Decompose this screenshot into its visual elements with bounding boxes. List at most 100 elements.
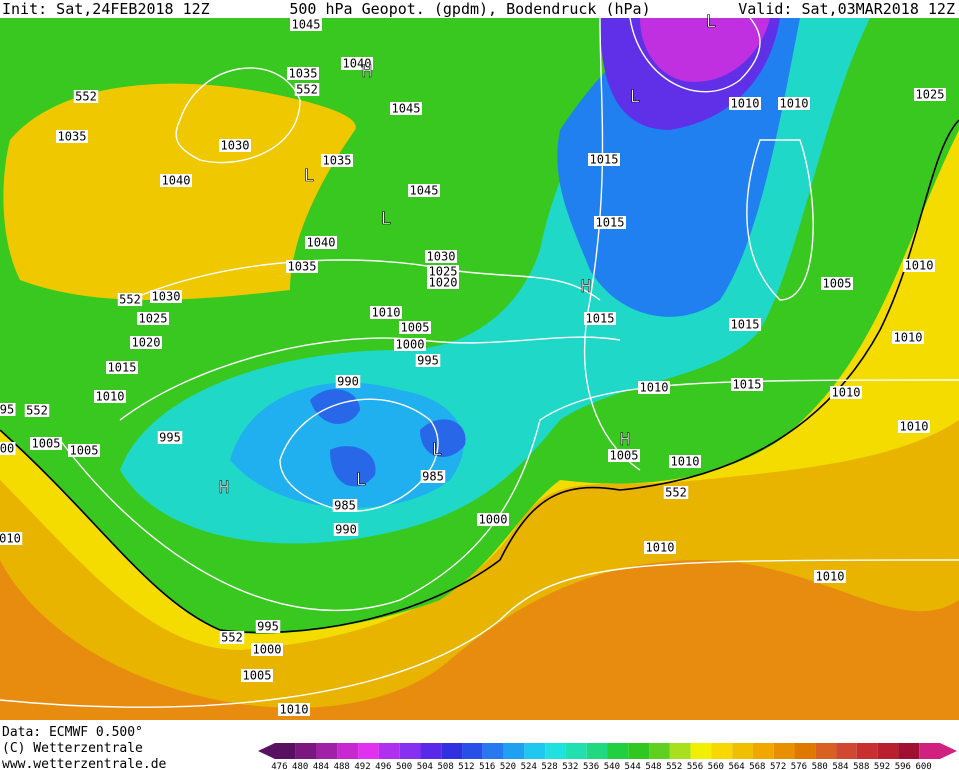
- isobar-label-bg: [394, 338, 426, 351]
- isobar-label-bg: [130, 336, 162, 349]
- isobar-label-bg: [333, 523, 359, 536]
- isobar-label-bg: [321, 154, 353, 167]
- website: www.wetterzentrale.de: [2, 757, 167, 770]
- isobar-label-bg: [106, 361, 138, 374]
- isobar-label: 995: [257, 620, 279, 634]
- isobar-label: 552: [665, 486, 687, 500]
- legend-label: 568: [749, 762, 765, 770]
- isobar-label-bg: [594, 216, 626, 229]
- isobar-label-bg: [669, 455, 701, 468]
- init-time: Init: Sat,24FEB2018 12Z: [2, 0, 210, 18]
- pressure-center: H: [620, 430, 630, 450]
- legend-swatch: [856, 743, 878, 759]
- legend-label: 572: [770, 762, 786, 770]
- isobar-label-bg: [427, 276, 459, 289]
- isobar-label: 552: [119, 293, 141, 307]
- isobar-label-bg: [778, 97, 810, 110]
- isobar-label-bg: [160, 174, 192, 187]
- isobar-label-bg: [137, 312, 169, 325]
- isobar-label: 1010: [646, 541, 675, 555]
- legend-label: 508: [438, 762, 454, 770]
- isobar-label-bg: [644, 541, 676, 554]
- isobar-label-bg: [729, 318, 761, 331]
- legend-swatch: [503, 743, 525, 759]
- field-light-blue: [230, 382, 464, 508]
- isobar-label: 990: [337, 375, 359, 389]
- isobar-label: 995: [417, 354, 439, 368]
- isobar-label-bg: [30, 437, 62, 450]
- legend-swatch: [898, 743, 920, 759]
- pressure-center: L: [630, 87, 640, 107]
- isobar-label: 1015: [586, 312, 615, 326]
- isobar-label: 1005: [243, 669, 272, 683]
- isobar-labels: 1045 1035 1040 552 552 1035 1030 1045 1035 1040 10…: [0, 12, 946, 717]
- isobar-label-bg: [729, 97, 761, 110]
- isobar-label: 1010: [894, 331, 923, 345]
- isobar-label-bg: [608, 449, 640, 462]
- isobar-label: 1015: [596, 216, 625, 230]
- isobar-label: 1035: [289, 67, 318, 81]
- legend-swatch: [752, 743, 774, 759]
- legend-swatch: [316, 743, 338, 759]
- isoline: [0, 559, 959, 708]
- legend-swatch: [815, 743, 837, 759]
- isobar-label-bg: [0, 532, 23, 545]
- isobar-label-bg: [415, 354, 441, 367]
- isobar-label: 1010: [816, 570, 845, 584]
- isobar-label-bg: [425, 250, 457, 263]
- legend-label: 528: [541, 762, 557, 770]
- field-yellow-ridge: [3, 83, 356, 300]
- legend-swatch: [690, 743, 712, 759]
- isobar-label-bg: [255, 620, 281, 633]
- map-title: 500 hPa Geopot. (gpdm), Bodendruck (hPa): [289, 0, 650, 18]
- isobar-label-bg: [241, 669, 273, 682]
- isobar-label: 1000: [396, 338, 425, 352]
- isobar-label: 990: [335, 523, 357, 537]
- isobar-label-bg: [0, 442, 16, 455]
- isobar-label-bg: [898, 420, 930, 433]
- isobar-label-bg: [914, 88, 946, 101]
- isobar-label: 1010: [640, 381, 669, 395]
- isobar-label: 1005: [823, 277, 852, 291]
- legend-swatch: [628, 743, 650, 759]
- isobar-label: 1020: [429, 276, 458, 290]
- isobar-label: 1035: [58, 130, 87, 144]
- pressure-center: L: [356, 470, 366, 490]
- field-low-cores: [310, 389, 466, 487]
- isobar-label: 552: [26, 404, 48, 418]
- legend-label: 492: [354, 762, 370, 770]
- isobar-label: 552: [75, 90, 97, 104]
- legend-arrow-right: [940, 743, 957, 759]
- isobar-label-bg: [830, 386, 862, 399]
- isobar-label-bg: [157, 431, 183, 444]
- isobar-label: 1010: [280, 703, 309, 717]
- legend-swatch: [462, 743, 483, 759]
- legend-swatch: [649, 743, 670, 759]
- legend-swatch: [399, 743, 421, 759]
- isobar-label: 995: [159, 431, 181, 445]
- legend-swatch: [836, 743, 857, 759]
- legend-swatch: [607, 743, 629, 759]
- isoline: [629, 17, 761, 93]
- isobar-label-bg: [814, 570, 846, 583]
- isobar-label: 1010: [372, 306, 401, 320]
- legend-swatch: [773, 743, 795, 759]
- legend-swatch: [482, 743, 504, 759]
- legend-label: 564: [728, 762, 744, 770]
- legend-label: 580: [812, 762, 828, 770]
- isobar-label-bg: [663, 486, 689, 499]
- isobar-label: 1030: [152, 290, 181, 304]
- isobar-label-bg: [290, 18, 322, 31]
- isobar-label: 1025: [139, 312, 168, 326]
- legend-swatch: [378, 743, 400, 759]
- isobar-label: 1015: [108, 361, 137, 375]
- legend-label: 576: [791, 762, 807, 770]
- isobar-label-bg: [68, 444, 100, 457]
- isobar-label: 1045: [410, 184, 439, 198]
- legend-label: 544: [625, 762, 641, 770]
- isobar-label: 552: [221, 631, 243, 645]
- isobar-label-bg: [24, 404, 50, 417]
- isobar-label: 1015: [731, 318, 760, 332]
- isobar-label-bg: [287, 67, 319, 80]
